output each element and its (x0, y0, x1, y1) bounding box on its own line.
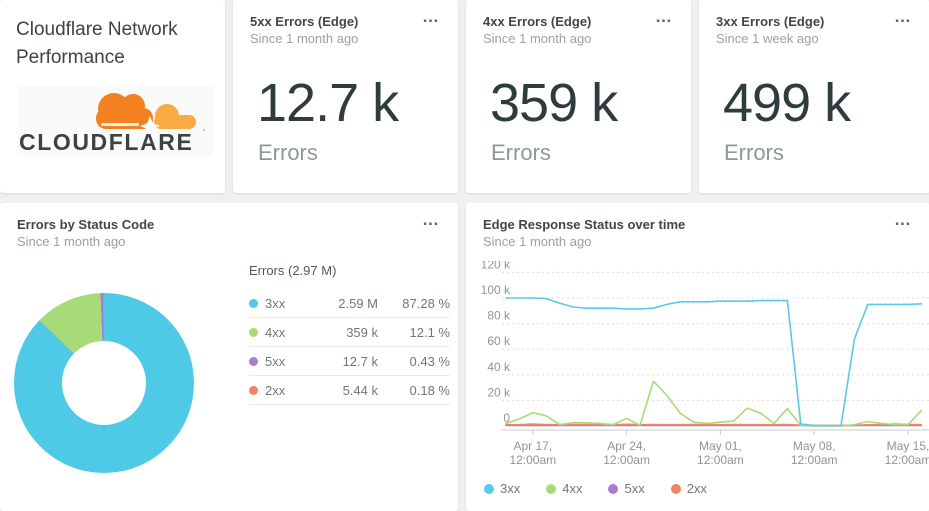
billboard-value: 359 k (490, 73, 618, 133)
svg-text:May 01,: May 01, (699, 439, 742, 453)
sparkle-icon (140, 116, 160, 136)
legend-dot (484, 483, 494, 494)
billboard-unit: Errors (258, 140, 318, 165)
series-color-dot (249, 385, 258, 395)
widget-menu-button[interactable]: … (890, 6, 916, 27)
widget-menu-button[interactable]: … (890, 209, 916, 230)
table-row-2xx[interactable]: 2xx 5.44 k 0.18 % (249, 376, 450, 405)
billboard-value: 12.7 k (257, 73, 399, 133)
chart-legend: 3xx 4xx 5xx 2xx (484, 481, 707, 496)
row-percent: 0.43 % (409, 353, 450, 369)
widget-time-range: Since 1 month ago (17, 234, 126, 249)
table-row-5xx[interactable]: 5xx 12.7 k 0.43 % (249, 347, 450, 376)
widget-title: Errors by Status Code (17, 217, 155, 232)
row-label: 5xx (265, 353, 286, 369)
legend-dot (608, 483, 619, 494)
pie-table-header: Errors (2.97 M) (249, 263, 337, 278)
svg-text:0: 0 (503, 411, 510, 425)
donut-chart[interactable] (14, 293, 194, 473)
cloudflare-wordmark: CLOUDFLARE (19, 129, 193, 155)
svg-text:60 k: 60 k (487, 334, 511, 348)
cloudflare-logo: CLOUDFLARE ' (17, 86, 213, 156)
legend-label: 3xx (500, 481, 521, 496)
svg-text:12:00am: 12:00am (791, 453, 838, 467)
svg-text:12:00am: 12:00am (697, 453, 744, 467)
svg-text:20 k: 20 k (487, 385, 511, 399)
billboard-value: 499 k (723, 73, 851, 133)
row-value: 5.44 k (342, 382, 378, 398)
widget-menu-button[interactable]: … (651, 6, 677, 27)
billboard-unit: Errors (491, 140, 551, 165)
series-color-dot (249, 356, 258, 366)
edge-response-status-card: Edge Response Status over time Since 1 m… (466, 203, 929, 511)
svg-text:Apr 24,: Apr 24, (607, 439, 646, 453)
widget-time-range: Since 1 week ago (716, 31, 819, 46)
widget-time-range: Since 1 month ago (250, 31, 359, 46)
row-label: 3xx (265, 295, 286, 311)
svg-text:12:00am: 12:00am (509, 453, 556, 467)
widget-time-range: Since 1 month ago (483, 31, 592, 46)
legend-item-4xx[interactable]: 4xx (546, 481, 582, 496)
row-label: 4xx (265, 324, 286, 340)
svg-text:12:00am: 12:00am (603, 453, 650, 467)
widget-menu-button[interactable]: … (418, 6, 444, 27)
widget-title: Edge Response Status over time (483, 217, 686, 232)
table-row-3xx[interactable]: 3xx 2.59 M 87.28 % (249, 289, 450, 318)
legend-label: 2xx (686, 481, 707, 496)
svg-text:May 08,: May 08, (793, 439, 836, 453)
legend-label: 5xx (624, 481, 645, 496)
legend-item-3xx[interactable]: 3xx (484, 481, 520, 496)
series-color-dot (249, 327, 258, 337)
row-value: 359 k (346, 324, 378, 340)
row-label: 2xx (265, 382, 286, 398)
legend-item-5xx[interactable]: 5xx (608, 481, 645, 496)
svg-text:40 k: 40 k (487, 360, 511, 374)
widget-title: 4xx Errors (Edge) (483, 14, 592, 29)
dashboard-title: Cloudflare Network Performance (16, 19, 178, 68)
row-percent: 12.1 % (409, 324, 450, 340)
widget-title: 3xx Errors (Edge) (716, 14, 825, 29)
row-percent: 87.28 % (402, 295, 450, 311)
cloud-icon (96, 93, 196, 136)
row-value: 2.59 M (338, 295, 378, 311)
billboard-5xx-errors: 5xx Errors (Edge) Since 1 month ago … 12… (233, 0, 458, 193)
errors-by-status-code-card: Errors by Status Code Since 1 month ago … (0, 203, 458, 511)
widget-menu-button[interactable]: … (418, 209, 444, 230)
svg-text:80 k: 80 k (487, 309, 511, 323)
cloudflare-logo-image: CLOUDFLARE ' (19, 93, 205, 155)
svg-text:120 k: 120 k (482, 261, 511, 271)
table-row-4xx[interactable]: 4xx 359 k 12.1 % (249, 318, 450, 347)
legend-item-2xx[interactable]: 2xx (670, 481, 707, 496)
trademark-tick: ' (203, 128, 205, 139)
billboard-unit: Errors (724, 140, 784, 165)
svg-text:12:00am: 12:00am (885, 453, 929, 467)
widget-time-range: Since 1 month ago (483, 234, 592, 249)
widget-title: 5xx Errors (Edge) (250, 14, 359, 29)
billboard-4xx-errors: 4xx Errors (Edge) Since 1 month ago … 35… (466, 0, 691, 193)
svg-text:100 k: 100 k (482, 283, 511, 297)
dashboard-title-card: Cloudflare Network Performance CLOUDFLAR… (0, 0, 225, 193)
legend-dot (546, 483, 557, 494)
series-color-dot (249, 298, 258, 308)
svg-text:Apr 17,: Apr 17, (513, 439, 552, 453)
pie-legend-table: Errors (2.97 M) 3xx 2.59 M 87.28 % 4xx 3… (249, 263, 450, 405)
legend-dot (670, 483, 681, 494)
billboard-3xx-errors: 3xx Errors (Edge) Since 1 week ago … 499… (699, 0, 929, 193)
legend-label: 4xx (562, 481, 583, 496)
row-percent: 0.18 % (409, 382, 450, 398)
svg-text:May 15,: May 15, (887, 439, 929, 453)
row-value: 12.7 k (342, 353, 378, 369)
